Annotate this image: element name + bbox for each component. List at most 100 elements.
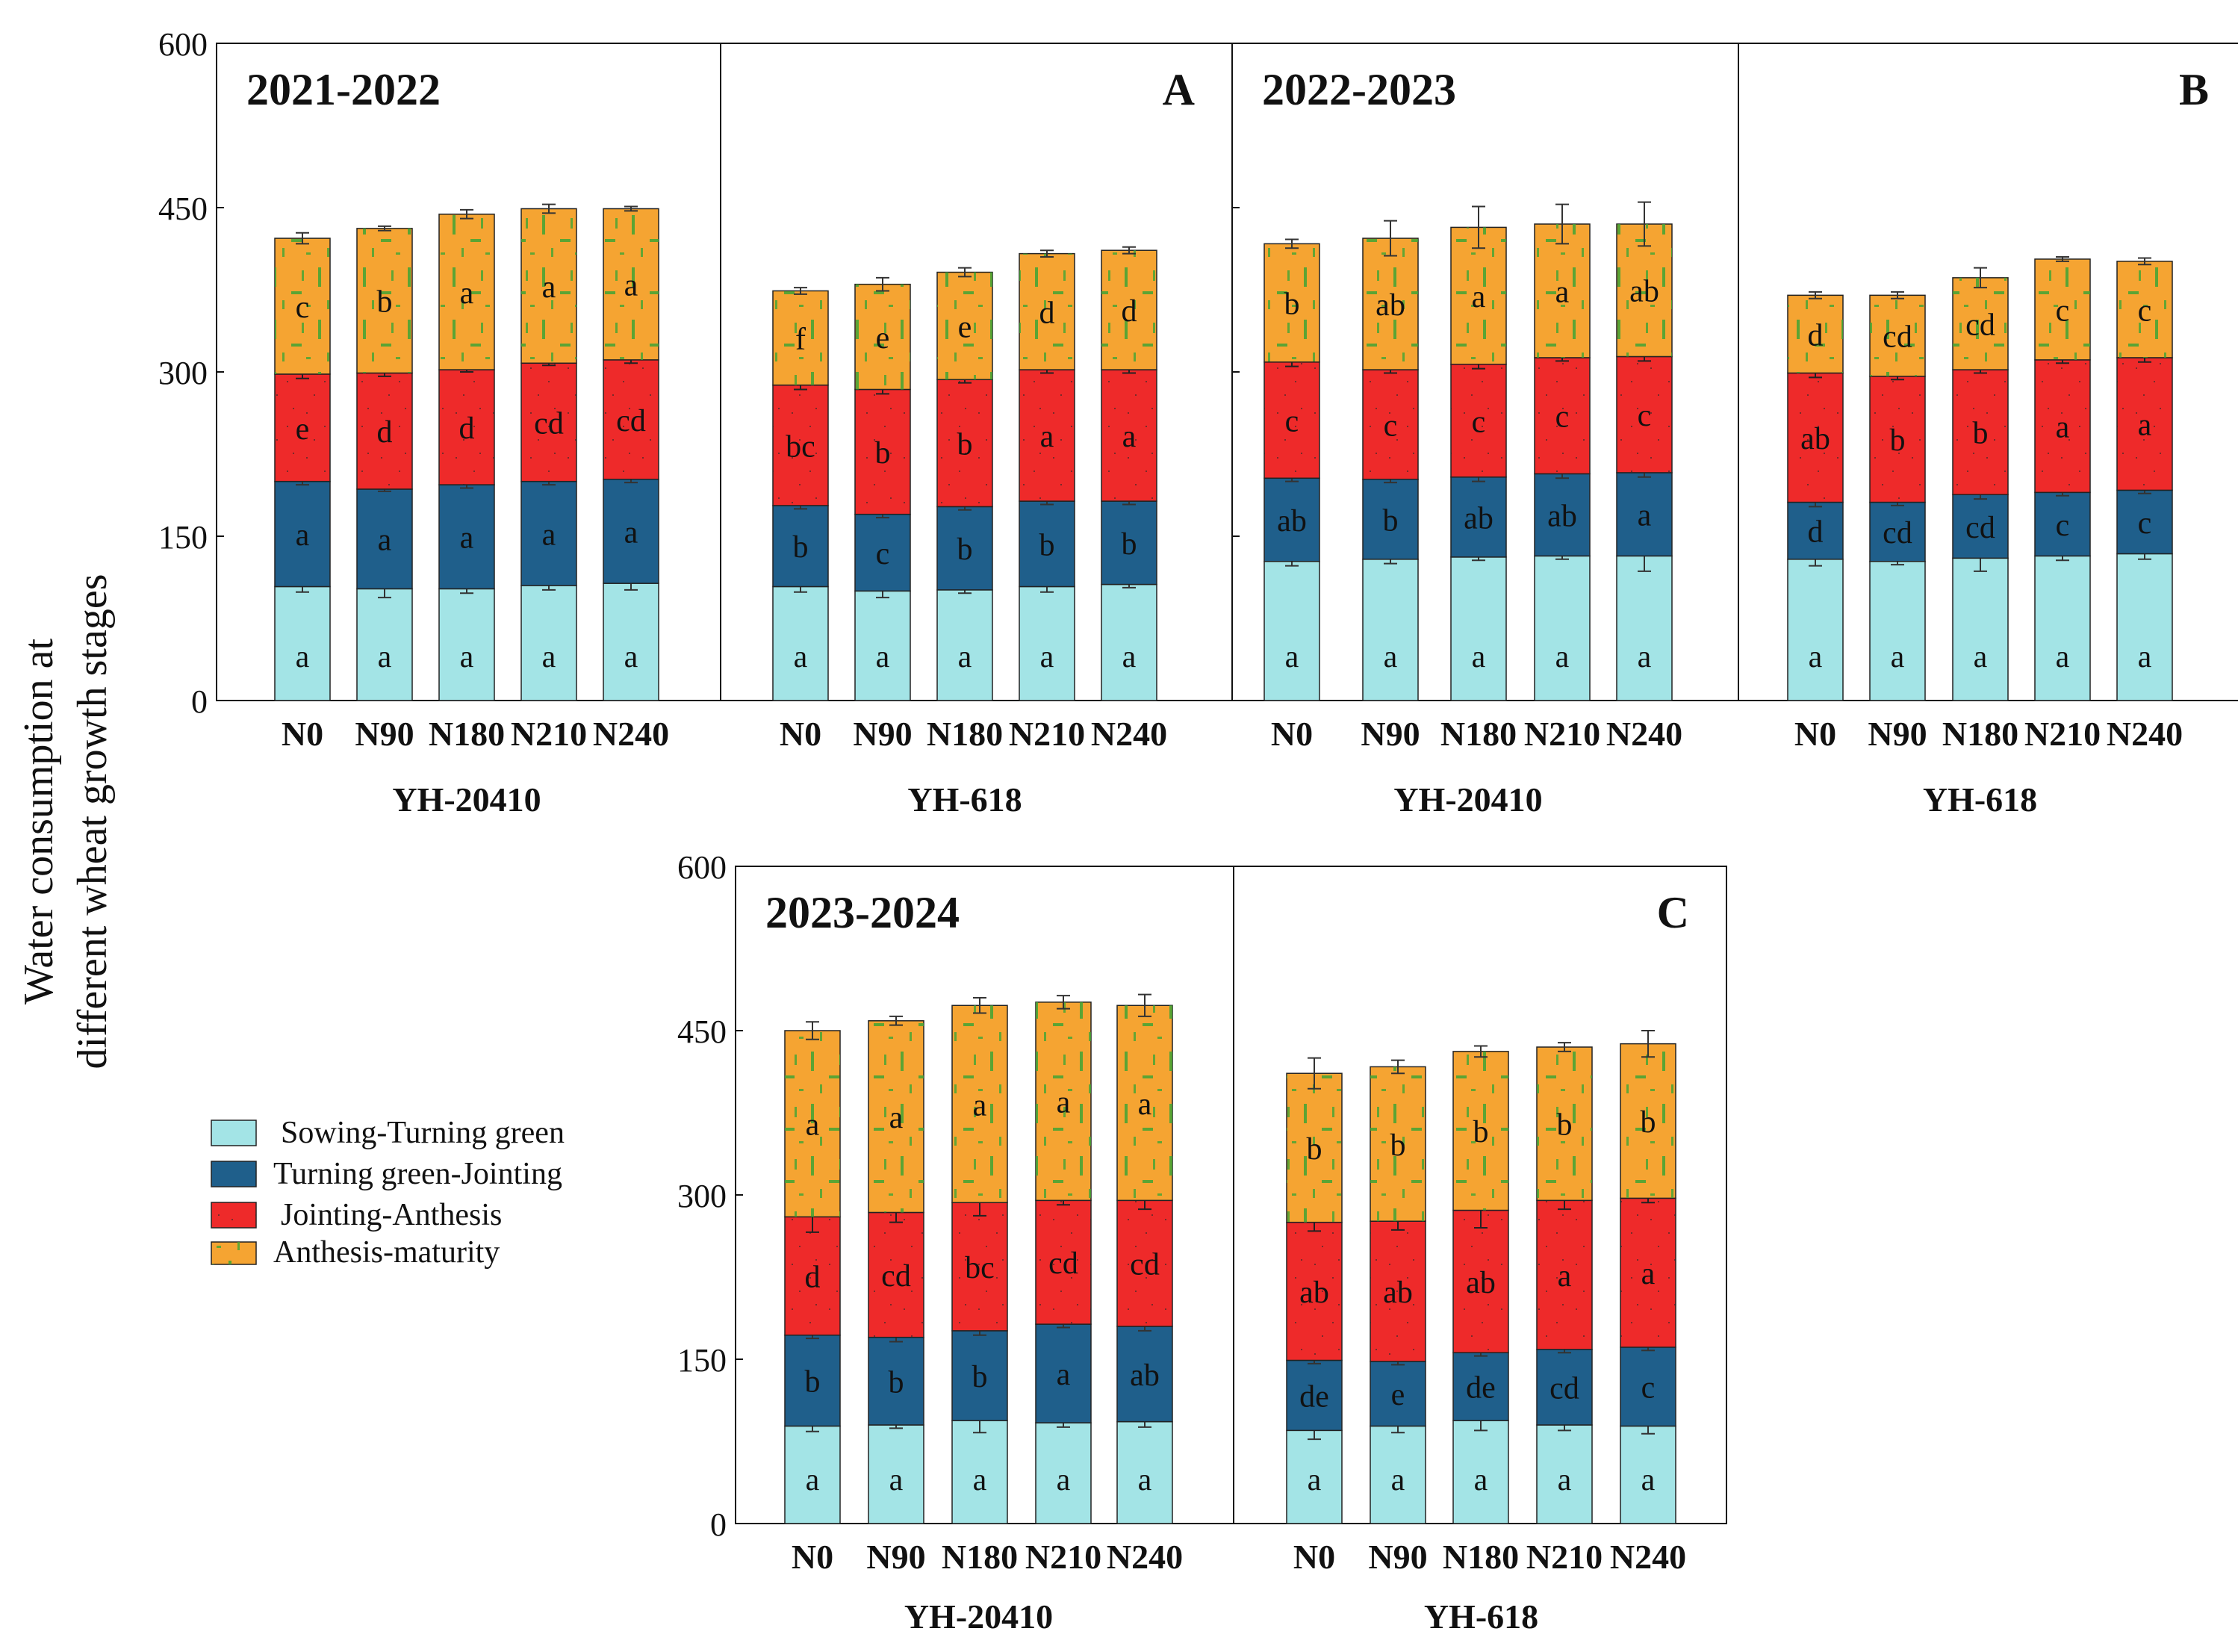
panel-letter: B: [2179, 65, 2209, 114]
significance-letter: b: [1390, 1128, 1406, 1163]
significance-letter: a: [973, 1088, 987, 1122]
bar-segment-texture: [952, 1202, 1007, 1331]
bar-segment: [438, 484, 495, 590]
significance-letter: a: [794, 640, 808, 674]
bar-segment-texture: [1788, 373, 1843, 503]
bar-segment-texture: [1620, 1043, 1676, 1199]
bar-segment-texture: [1101, 250, 1157, 370]
stacked-bar: a de ab b: [1286, 1057, 1343, 1524]
season-title: 2023-2024: [765, 888, 960, 937]
significance-letter: b: [972, 1360, 988, 1394]
significance-letter: d: [377, 415, 393, 450]
significance-letter: cd: [1048, 1246, 1078, 1281]
significance-letter: a: [1891, 640, 1905, 674]
significance-letter: a: [2056, 640, 2070, 674]
significance-letter: b: [793, 530, 809, 565]
significance-letter: a: [542, 270, 556, 305]
bar-segment-texture: [785, 1031, 840, 1217]
bar-segment: [1362, 478, 1419, 560]
significance-letter: a: [1974, 640, 1988, 674]
bar-segment-texture: [855, 389, 910, 515]
significance-letter: b: [1890, 423, 1906, 458]
bar-segment-texture: [275, 373, 330, 482]
legend-item-turning: Turning green-Jointing: [211, 1157, 562, 1191]
bar-segment: [603, 583, 659, 701]
y-axis-label-line-1: Water consumption at: [16, 639, 62, 1004]
stacked-bar: a a cd a: [603, 205, 659, 701]
bar-segment-texture: [785, 1217, 840, 1335]
x-tick-label: N0: [792, 1538, 833, 1576]
bar-segment-texture: [1953, 277, 2008, 370]
x-tick-label: N90: [1368, 1538, 1427, 1576]
bar-segment-texture: [1453, 1210, 1508, 1353]
bar-segment: [1952, 557, 2009, 701]
bar-segment: [1620, 1347, 1676, 1427]
significance-letter: d: [1039, 296, 1055, 330]
significance-letter: e: [1391, 1378, 1405, 1412]
bar-segment: [2034, 555, 2091, 701]
significance-letter: a: [1641, 1257, 1656, 1291]
cultivar-label: YH-20410: [904, 1597, 1053, 1636]
bar-segment: [438, 588, 495, 701]
panel-letter: C: [1657, 888, 1689, 937]
bar-segment: [1787, 501, 1844, 560]
bar-segment-texture: [855, 284, 910, 390]
significance-letter: a: [2138, 640, 2152, 674]
legend-item-sowing: Sowing-Turning green: [211, 1116, 565, 1150]
x-tick-label: N210: [2024, 715, 2101, 753]
significance-letter: b: [875, 436, 891, 471]
cultivar-label: YH-618: [1424, 1597, 1538, 1636]
bar-segment: [772, 586, 829, 701]
significance-letter: a: [1122, 640, 1137, 674]
bar-segment: [1286, 1429, 1343, 1524]
significance-letter: de: [1466, 1371, 1496, 1406]
significance-letter: a: [1555, 640, 1570, 674]
bar-segment: [1370, 1361, 1426, 1427]
significance-letter: cd: [1965, 511, 1995, 545]
bar-segment-texture: [773, 385, 828, 506]
stacked-bar: a ab c a: [1450, 205, 1507, 701]
stacked-bar: a c a c: [2034, 256, 2091, 701]
significance-letter: a: [1474, 1463, 1488, 1497]
significance-letter: cd: [1965, 308, 1995, 342]
stacked-bar: a a e c: [274, 232, 331, 701]
significance-letter: c: [1384, 409, 1398, 443]
bar-segment-texture: [868, 1212, 924, 1338]
significance-letter: a: [806, 1463, 820, 1497]
significance-letter: a: [1638, 640, 1652, 674]
significance-letter: a: [460, 521, 474, 556]
bar-segment-texture: [1537, 1200, 1592, 1350]
legend-swatch-sowing: [211, 1120, 257, 1146]
x-tick-label: N180: [429, 715, 505, 753]
bar-segment-texture: [357, 373, 412, 489]
y-tick-label: 150: [158, 519, 208, 556]
y-tick-label: 300: [677, 1178, 727, 1214]
bar-segment: [1869, 501, 1926, 562]
stacked-bar: a b bc a: [951, 997, 1008, 1524]
y-tick-label: 0: [710, 1506, 727, 1543]
bar-segment-texture: [1117, 1005, 1172, 1201]
y-tick-label: 600: [677, 849, 727, 886]
bar-segment-texture: [521, 208, 576, 364]
legend-item-jointing: Jointing-Anthesis: [211, 1198, 502, 1232]
significance-letter: a: [296, 640, 310, 674]
significance-letter: a: [1384, 640, 1398, 674]
significance-letter: a: [2056, 411, 2070, 445]
significance-letter: a: [1122, 420, 1137, 454]
bar-segment-texture: [952, 1005, 1007, 1203]
stacked-bar: a b a d: [1019, 249, 1075, 701]
significance-letter: ab: [1299, 1276, 1329, 1310]
significance-letter: a: [1285, 640, 1299, 674]
x-tick-label: N0: [1794, 715, 1836, 753]
bar-segment: [1787, 559, 1844, 701]
significance-letter: b: [1557, 1108, 1573, 1143]
bar-segment: [2116, 553, 2173, 701]
significance-letter: a: [542, 518, 556, 552]
bar-segment: [1616, 472, 1673, 557]
bar-segment: [854, 590, 911, 701]
significance-letter: a: [2138, 409, 2152, 443]
bar-segment: [1952, 494, 2009, 559]
bar-segment: [1263, 560, 1320, 701]
significance-letter: a: [542, 640, 556, 674]
x-tick-label: N240: [1091, 715, 1167, 753]
